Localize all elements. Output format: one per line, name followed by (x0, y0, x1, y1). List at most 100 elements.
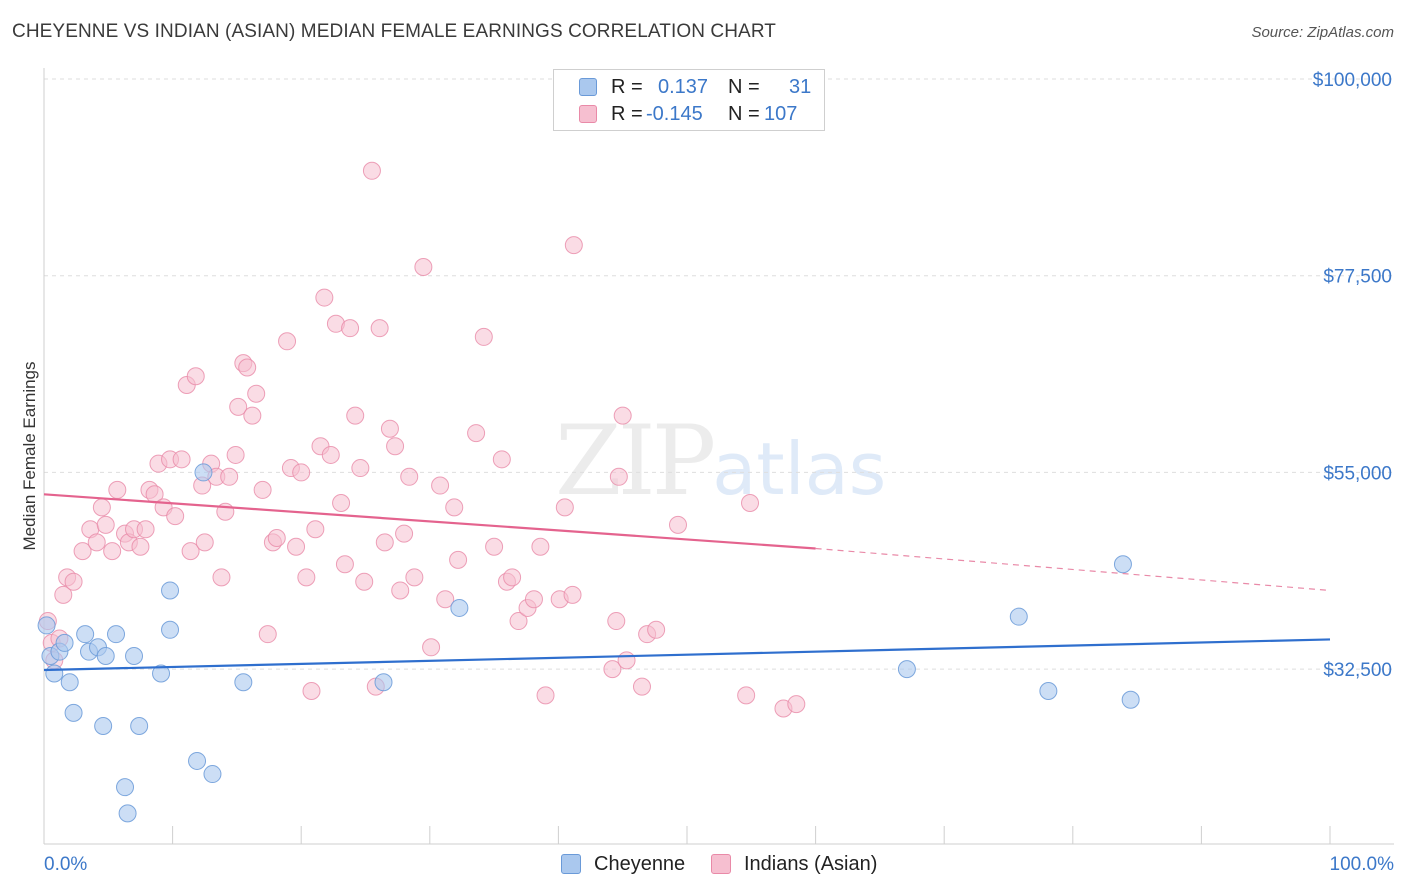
r-label: R = (611, 103, 643, 125)
point-cheyenne (234, 673, 253, 692)
legend-swatch-indians-asian (711, 854, 731, 874)
point-indians-asian (445, 498, 464, 517)
point-indians-asian (405, 568, 424, 587)
y-tick-label: $100,000 (1313, 70, 1392, 91)
point-cheyenne (130, 716, 149, 735)
point-indians-asian (87, 533, 106, 552)
point-indians-asian (668, 515, 687, 534)
point-indians-asian (172, 450, 191, 469)
point-indians-asian (741, 494, 760, 513)
legend-label-indians-asian: Indians (Asian) (744, 853, 878, 875)
legend-row-cheyenne: R = 0.137 N = 31 (554, 74, 824, 100)
point-indians-asian (555, 498, 574, 517)
cheyenne-points-blue (37, 463, 1140, 823)
point-indians-asian (287, 537, 306, 556)
point-cheyenne (1039, 682, 1058, 700)
point-cheyenne (161, 581, 180, 600)
point-indians-asian (212, 568, 231, 587)
point-indians-asian (54, 585, 73, 604)
legend-swatch-indians-asian (579, 105, 597, 123)
point-indians-asian (92, 498, 111, 517)
legend-swatch-cheyenne (579, 78, 597, 96)
point-indians-asian (467, 424, 486, 443)
point-indians-asian (474, 327, 493, 346)
point-cheyenne (450, 598, 469, 617)
point-cheyenne (161, 620, 180, 639)
point-indians-asian (195, 533, 214, 552)
r-label: R = (611, 76, 643, 98)
point-cheyenne (60, 673, 79, 692)
point-indians-asian (321, 445, 340, 464)
point-indians-asian (647, 620, 666, 639)
point-indians-asian (617, 651, 636, 670)
point-indians-asian (267, 529, 286, 547)
point-cheyenne (76, 625, 95, 644)
point-cheyenne (152, 664, 171, 683)
trend-lines (43, 493, 1331, 672)
y-tick-labels: $32,500 $55,000 $77,500 $100,000 (1313, 70, 1392, 681)
point-indians-asian (238, 358, 257, 377)
point-cheyenne (118, 804, 137, 823)
point-cheyenne (188, 751, 207, 770)
point-indians-asian (563, 585, 582, 604)
point-indians-asian (186, 367, 205, 386)
point-cheyenne (897, 660, 916, 679)
point-cheyenne (64, 703, 83, 722)
point-indians-asian (613, 406, 632, 425)
point-indians-asian (355, 572, 374, 591)
point-indians-asian (492, 450, 511, 469)
trend-line-indians-asian-extrapolated (815, 547, 1331, 592)
n-label: N = (728, 103, 760, 125)
source-credit: Source: ZipAtlas.com (1251, 24, 1394, 41)
point-indians-asian (391, 581, 410, 600)
point-indians-asian (332, 494, 351, 513)
point-cheyenne (45, 664, 64, 683)
point-indians-asian (258, 625, 277, 644)
point-indians-asian (108, 480, 127, 499)
point-cheyenne (94, 716, 113, 735)
point-indians-asian (278, 332, 297, 351)
point-indians-asian (632, 677, 651, 696)
n-label: N = (728, 76, 760, 98)
r-value: -0.145 (646, 103, 703, 125)
point-indians-asian (603, 660, 622, 679)
point-indians-asian (536, 686, 555, 705)
point-indians-asian (395, 524, 414, 543)
point-indians-asian (531, 537, 550, 556)
point-indians-asian (73, 542, 92, 561)
point-indians-asian (436, 590, 455, 609)
point-cheyenne (116, 778, 135, 797)
y-tick-label: $55,000 (1323, 463, 1392, 484)
x-ticks (43, 826, 1331, 844)
point-indians-asian (400, 467, 419, 486)
point-indians-asian (220, 467, 239, 486)
cheyenne-points (38, 161, 806, 718)
point-indians-asian (422, 638, 441, 657)
point-cheyenne (96, 647, 115, 666)
point-indians-asian (243, 406, 262, 425)
point-indians-asian (302, 682, 321, 700)
legend-label-cheyenne: Cheyenne (594, 853, 686, 875)
point-indians-asian (524, 590, 543, 609)
point-cheyenne (37, 616, 56, 635)
point-cheyenne (203, 765, 222, 784)
x-tick-label-max: 100.0% (1330, 854, 1395, 875)
point-indians-asian (229, 397, 248, 416)
point-indians-asian (131, 537, 150, 556)
point-indians-asian (96, 515, 115, 534)
point-indians-asian (449, 550, 468, 569)
point-indians-asian (564, 236, 583, 255)
point-cheyenne (1113, 555, 1132, 574)
point-indians-asian (136, 520, 155, 539)
point-indians-asian (414, 257, 433, 276)
point-indians-asian (380, 419, 399, 438)
point-cheyenne (1121, 690, 1140, 709)
point-indians-asian (247, 384, 266, 403)
point-indians-asian (166, 507, 185, 526)
point-indians-asian (181, 542, 200, 561)
point-cheyenne (107, 625, 126, 644)
y-tick-label: $32,500 (1323, 660, 1392, 681)
point-indians-asian (335, 555, 354, 574)
point-indians-asian (103, 542, 122, 561)
